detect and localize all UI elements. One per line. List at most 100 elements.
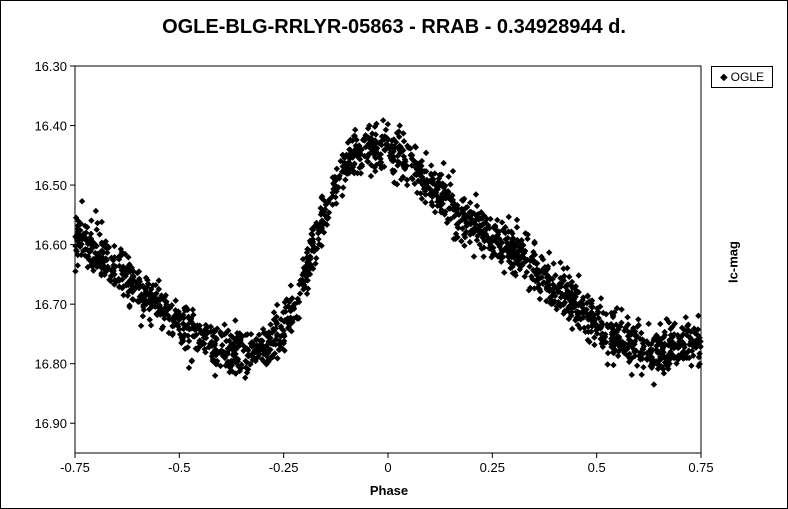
data-point: [447, 181, 454, 188]
data-point: [152, 303, 159, 310]
data-point: [98, 264, 105, 272]
data-point: [467, 199, 474, 206]
data-point: [599, 309, 607, 317]
data-point: [599, 321, 606, 328]
data-point: [575, 272, 582, 279]
data-point: [549, 281, 557, 288]
data-point: [589, 320, 596, 328]
data-point: [238, 361, 245, 368]
data-point: [313, 255, 320, 262]
data-point: [307, 264, 314, 271]
data-point: [480, 244, 488, 251]
data-point: [120, 283, 127, 290]
data-point: [123, 264, 130, 272]
data-point: [624, 327, 631, 335]
data-point: [235, 342, 243, 350]
data-point: [176, 312, 183, 320]
data-point: [612, 347, 619, 355]
data-point: [449, 201, 457, 208]
data-point: [358, 161, 365, 168]
data-point: [296, 290, 304, 297]
data-point: [667, 355, 674, 362]
data-point: [621, 327, 628, 334]
data-point: [251, 356, 258, 363]
data-point: [545, 249, 553, 256]
data-point: [110, 262, 117, 269]
data-point: [152, 299, 159, 306]
data-point: [353, 136, 360, 144]
data-point: [316, 228, 323, 235]
data-points: [72, 117, 704, 388]
data-point: [667, 343, 674, 350]
data-point: [697, 338, 704, 345]
data-point: [522, 230, 529, 237]
data-point: [536, 285, 543, 293]
data-point: [280, 327, 287, 334]
data-point: [96, 260, 103, 267]
data-point: [603, 321, 611, 328]
x-tick-label: 0: [384, 460, 391, 475]
data-point: [353, 152, 361, 160]
data-point: [134, 297, 141, 305]
data-point: [163, 301, 170, 308]
data-point: [518, 252, 526, 260]
legend-entry-ogle: OGLE: [730, 70, 765, 84]
data-point: [694, 326, 702, 333]
data-point: [573, 314, 580, 322]
data-point: [176, 316, 183, 324]
data-point: [242, 374, 249, 381]
data-point: [209, 357, 216, 365]
data-point: [281, 332, 288, 340]
data-point: [561, 272, 568, 280]
data-point: [609, 322, 617, 330]
data-point: [572, 286, 579, 293]
data-point: [166, 304, 173, 312]
data-point: [247, 360, 254, 368]
data-point: [548, 296, 555, 303]
data-point: [505, 258, 513, 265]
data-point: [653, 342, 660, 350]
data-point: [364, 151, 372, 159]
data-point: [356, 164, 363, 171]
data-point: [418, 195, 426, 202]
x-tick-label: -0.5: [168, 460, 190, 475]
data-point: [222, 362, 229, 369]
data-point: [260, 344, 267, 351]
data-point: [255, 331, 263, 338]
data-point: [74, 222, 82, 230]
data-point: [639, 346, 647, 353]
data-point: [320, 229, 328, 236]
data-point: [207, 328, 215, 335]
data-point: [318, 193, 326, 200]
data-point: [434, 198, 441, 205]
data-point: [628, 328, 636, 335]
data-point: [252, 347, 259, 355]
data-point: [284, 303, 292, 310]
data-point: [593, 330, 601, 337]
data-point: [195, 344, 202, 351]
data-point: [461, 242, 468, 249]
data-point: [72, 214, 80, 221]
data-point: [516, 244, 523, 251]
data-point: [661, 340, 669, 348]
data-point: [96, 231, 103, 238]
data-point: [568, 278, 576, 286]
data-point: [538, 274, 545, 281]
data-point: [142, 274, 150, 281]
data-point: [585, 316, 592, 323]
data-point: [588, 297, 596, 304]
data-point: [571, 304, 578, 311]
data-point: [181, 322, 188, 329]
data-point: [490, 224, 498, 232]
data-point: [598, 323, 605, 330]
data-point: [106, 276, 113, 283]
data-point: [429, 180, 436, 187]
data-point: [466, 238, 474, 246]
data-point: [368, 161, 375, 169]
data-point: [549, 275, 556, 283]
data-point: [510, 261, 517, 268]
data-point: [346, 155, 353, 162]
data-point: [331, 173, 339, 181]
data-point: [407, 152, 414, 159]
data-point: [450, 235, 458, 243]
